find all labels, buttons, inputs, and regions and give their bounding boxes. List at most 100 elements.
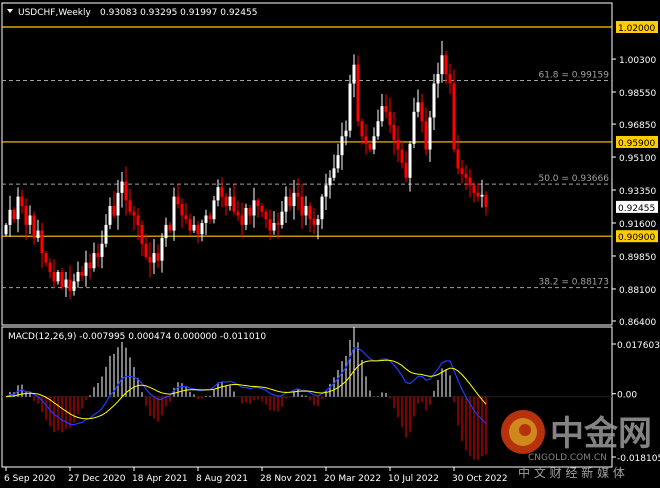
bear-candle bbox=[124, 181, 128, 201]
bull-candle bbox=[200, 223, 204, 235]
bear-candle bbox=[48, 262, 52, 272]
bear-candle bbox=[484, 195, 488, 207]
bear-candle bbox=[312, 219, 316, 225]
bear-candle bbox=[308, 206, 312, 220]
time-tick-label: 10 Jul 2022 bbox=[388, 474, 439, 484]
bull-candle bbox=[216, 187, 220, 201]
bull-candle bbox=[332, 168, 336, 178]
bull-candle bbox=[36, 230, 40, 239]
bull-candle bbox=[352, 64, 356, 84]
bear-candle bbox=[264, 211, 268, 220]
bear-candle bbox=[392, 125, 396, 141]
bear-candle bbox=[20, 196, 24, 207]
bear-candle bbox=[180, 204, 184, 216]
horizontal-levels[interactable]: 1.02000 0.95900 0.90900 bbox=[2, 21, 658, 243]
bear-candle bbox=[196, 224, 200, 235]
time-tick-label: 30 Oct 2022 bbox=[452, 474, 508, 484]
bear-candle bbox=[456, 149, 460, 169]
price-tick-label: 0.91600 bbox=[619, 220, 656, 230]
time-tick-label: 28 Nov 2021 bbox=[260, 474, 318, 484]
bear-candle bbox=[188, 219, 192, 231]
main-panel-border bbox=[1, 2, 613, 326]
bull-candle bbox=[272, 223, 276, 231]
level-price-label: 1.02000 bbox=[618, 24, 655, 34]
bear-candle bbox=[288, 196, 292, 207]
bull-candle bbox=[252, 200, 256, 216]
macd-label: MACD(12,26,9) -0.007995 0.000474 0.00000… bbox=[8, 332, 266, 342]
bull-candle bbox=[104, 224, 108, 244]
ohlc-readout: 0.93083 0.93295 0.91997 0.92455 bbox=[100, 8, 257, 18]
bull-candle bbox=[408, 143, 412, 178]
bull-candle bbox=[152, 253, 156, 263]
bear-candle bbox=[208, 215, 212, 220]
bear-candle bbox=[248, 207, 252, 216]
price-tick-label: 0.96850 bbox=[619, 121, 656, 131]
symbol-timeframe: USDCHF,Weekly bbox=[18, 8, 91, 18]
bull-candle bbox=[192, 224, 196, 231]
bull-candle bbox=[324, 185, 328, 197]
bull-candle bbox=[116, 192, 120, 216]
time-tick-label: 27 Dec 2020 bbox=[68, 474, 126, 484]
bull-candle bbox=[28, 215, 32, 225]
fib-label: 50.0 = 0.93666 bbox=[538, 174, 609, 184]
bear-candle bbox=[240, 215, 244, 225]
bear-candle bbox=[132, 211, 136, 216]
bear-candle bbox=[128, 200, 132, 212]
bull-candle bbox=[380, 106, 384, 122]
watermark-tagline: 中 文 财 经 新 媒 体 bbox=[518, 465, 625, 480]
bear-candle bbox=[224, 196, 228, 207]
bear-candle bbox=[400, 149, 404, 163]
bull-candle bbox=[284, 196, 288, 212]
bear-candle bbox=[356, 64, 360, 122]
chart-header: USDCHF,Weekly 0.93083 0.93295 0.91997 0.… bbox=[7, 8, 257, 18]
dropdown-triangle-icon[interactable] bbox=[7, 9, 13, 13]
bull-candle bbox=[64, 279, 68, 288]
bear-candle bbox=[300, 196, 304, 216]
bull-candle bbox=[416, 102, 420, 112]
bull-candle bbox=[376, 121, 380, 137]
level-price-label: 0.95900 bbox=[618, 139, 655, 149]
time-tick-label: 6 Sep 2020 bbox=[4, 474, 56, 484]
bull-candle bbox=[204, 215, 208, 223]
bear-candle bbox=[44, 253, 48, 263]
bear-candle bbox=[40, 230, 44, 254]
bull-candle bbox=[316, 219, 320, 225]
bear-candle bbox=[296, 192, 300, 197]
bull-candle bbox=[436, 74, 440, 84]
current-price-tag bbox=[616, 200, 658, 213]
bear-candle bbox=[96, 253, 100, 257]
bear-candle bbox=[24, 206, 28, 225]
time-tick-label: 8 Aug 2021 bbox=[196, 474, 248, 484]
bear-candle bbox=[32, 215, 36, 239]
bull-candle bbox=[292, 192, 296, 207]
axes: 1.00300 0.98550 0.96850 0.95100 0.93350 0.916… bbox=[4, 56, 660, 484]
bull-candle bbox=[76, 272, 80, 282]
bear-candle bbox=[144, 243, 148, 257]
bull-candle bbox=[280, 211, 284, 225]
level-price-tag bbox=[616, 21, 658, 33]
bull-candle bbox=[412, 111, 416, 144]
cngold-watermark: 中金网 CNGOLD.COM.CN 中 文 财 经 新 媒 体 bbox=[501, 410, 652, 480]
bull-candle bbox=[164, 224, 168, 239]
bear-candle bbox=[232, 196, 236, 212]
macd-line bbox=[5, 347, 487, 426]
bear-candle bbox=[444, 55, 448, 75]
time-tick-label: 18 Apr 2021 bbox=[132, 474, 188, 484]
bear-candle bbox=[360, 121, 364, 137]
bull-candle bbox=[16, 196, 20, 220]
bull-candle bbox=[440, 55, 444, 75]
bear-candle bbox=[176, 196, 180, 205]
bull-candle bbox=[72, 281, 76, 291]
bear-candle bbox=[268, 219, 272, 231]
bear-candle bbox=[168, 224, 172, 231]
bear-candle bbox=[148, 256, 152, 263]
bear-candle bbox=[448, 74, 452, 84]
macd-tick-label: 0.017603 bbox=[617, 341, 660, 351]
bull-candle bbox=[432, 83, 436, 118]
price-tick-label: 0.89850 bbox=[619, 253, 656, 263]
bear-candle bbox=[12, 209, 16, 220]
price-tick-label: 0.95100 bbox=[619, 154, 656, 164]
macd-signal-line bbox=[5, 359, 487, 420]
macd-indicator bbox=[2, 327, 612, 460]
